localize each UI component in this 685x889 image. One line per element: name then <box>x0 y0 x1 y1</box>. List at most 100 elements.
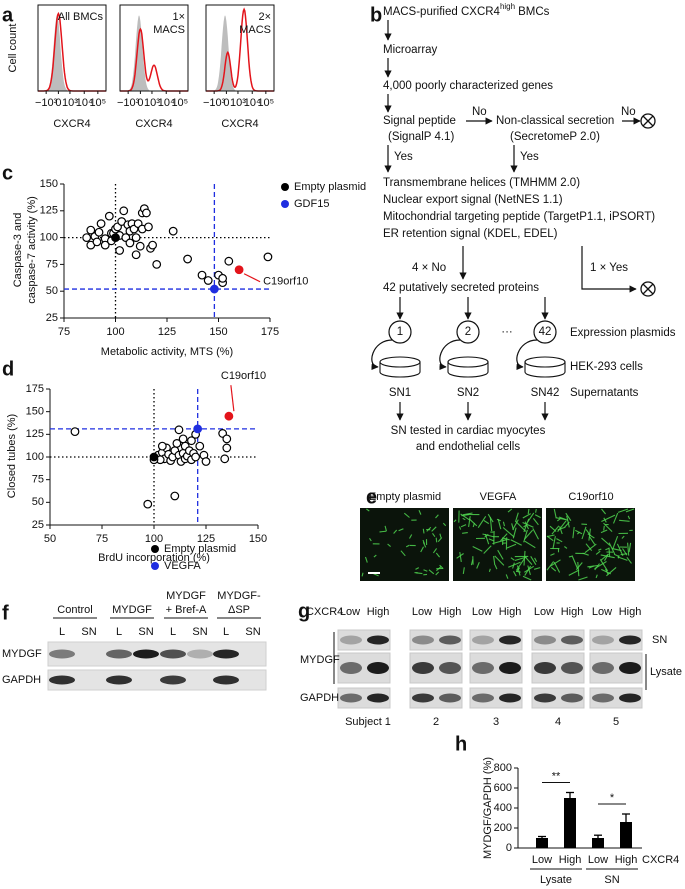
tube-segment <box>546 561 555 571</box>
tube-segment <box>582 552 589 556</box>
tube-segment <box>532 528 539 540</box>
panel-letter: b <box>370 4 382 26</box>
point <box>157 441 167 451</box>
tube-segment <box>564 521 570 528</box>
blot <box>337 629 391 651</box>
lane-label: SN <box>245 626 260 638</box>
row-label: MYDGF <box>300 654 340 666</box>
x-tick-label: 150 <box>249 533 267 545</box>
supernatant: SN2 <box>457 387 479 399</box>
tube-segment <box>627 515 631 520</box>
tube-segment <box>605 547 610 551</box>
flow-edge-label: 1 × Yes <box>590 262 628 274</box>
band <box>472 693 494 703</box>
tube-segment <box>422 539 426 545</box>
tube-segment <box>369 537 372 542</box>
lane-label: High <box>367 606 390 618</box>
tube-segment <box>553 561 561 573</box>
lane-label: L <box>59 626 65 638</box>
tube-segment <box>601 508 607 515</box>
tube-segment <box>366 508 370 512</box>
flow-label: HEK-293 cells <box>570 361 643 373</box>
fraction-label: SN <box>652 634 667 646</box>
tube-segment <box>400 550 406 557</box>
histogram-title: 1× <box>172 11 185 23</box>
flow-label: Supernatants <box>570 387 639 399</box>
tube-segment <box>600 529 608 534</box>
column-label: MYDGF- <box>217 590 261 602</box>
x-axis-label: Metabolic activity, MTS (%) <box>101 346 233 358</box>
flow-node: SN tested in cardiac myocytes <box>391 425 546 437</box>
legend-label: Empty plasmid <box>164 543 236 555</box>
plasmid <box>456 320 480 344</box>
tube-segment <box>572 527 575 539</box>
band <box>106 675 132 685</box>
flow-label: Expression plasmids <box>570 327 676 339</box>
tube-segment <box>453 519 457 523</box>
flow-start: MACS-purified CXCR4high BMCs <box>383 2 550 18</box>
bar <box>592 838 604 848</box>
lane-label: High <box>499 606 522 618</box>
y-axis-label: caspase-7 activity (%) <box>26 196 38 304</box>
tube-segment <box>549 559 561 567</box>
tube-segment <box>551 525 560 535</box>
panel-letter: h <box>455 733 467 755</box>
tube-segment <box>514 512 519 522</box>
bar <box>620 822 632 848</box>
plot-frame <box>205 4 275 92</box>
point <box>191 452 201 462</box>
annotation-arrow <box>230 385 235 412</box>
x-tick-label: 100 <box>106 326 124 338</box>
tube-segment <box>460 513 470 521</box>
band <box>213 675 239 685</box>
subject-label: Subject 1 <box>345 716 391 728</box>
flow-text: MACS-purified CXCR4 <box>383 6 501 18</box>
tube-segment <box>606 566 617 577</box>
tube-segment <box>456 553 464 559</box>
fraction-label: Lysate <box>650 666 682 678</box>
panel-letter: d <box>2 358 14 380</box>
tube-segment <box>604 553 609 561</box>
legend-marker <box>281 183 289 191</box>
tube-segment <box>588 565 595 569</box>
flow-sup: high <box>500 2 515 11</box>
y-tick-label: 50 <box>46 285 58 297</box>
tube-segment <box>497 549 504 560</box>
tube-segment <box>502 527 515 538</box>
column-label: Control <box>57 604 92 616</box>
point <box>111 233 120 243</box>
flow-node: Signal peptide <box>383 115 456 127</box>
y-axis-label: Caspase-3 and <box>12 213 24 288</box>
flow-node: Transmembrane helices (TMHMM 2.0) <box>383 177 580 189</box>
point <box>131 233 141 243</box>
micrograph <box>453 508 542 581</box>
reject-symbol <box>640 113 656 129</box>
x-tick-label: 10⁴ <box>158 97 175 109</box>
x-tick-label: 10⁴ <box>244 97 261 109</box>
band <box>499 693 521 703</box>
tube-segment <box>534 557 538 563</box>
tube-segment <box>510 557 515 561</box>
point <box>135 241 145 251</box>
tube-segment <box>605 568 609 575</box>
blot <box>469 687 523 709</box>
point <box>170 491 180 501</box>
band <box>619 693 641 703</box>
band <box>133 649 159 659</box>
tube-segment <box>622 548 628 556</box>
y-axis-label: MYDGF/GAPDH (%) <box>482 757 494 859</box>
x-axis-label: CXCR4 <box>53 118 90 130</box>
band <box>561 635 583 645</box>
tube-segment <box>601 514 616 522</box>
tube-segment <box>435 571 440 576</box>
header-label: CXCR4 <box>306 606 343 618</box>
tube-segment <box>505 574 509 579</box>
flow-node: 42 putatively secreted proteins <box>383 282 539 294</box>
tube-segment <box>565 512 572 522</box>
lane-label: High <box>439 606 462 618</box>
tube-segment <box>462 532 468 534</box>
point <box>144 222 153 232</box>
tube-segment <box>398 528 404 532</box>
x-tick-label: 10³ <box>230 97 246 109</box>
tube-segment <box>550 553 555 556</box>
